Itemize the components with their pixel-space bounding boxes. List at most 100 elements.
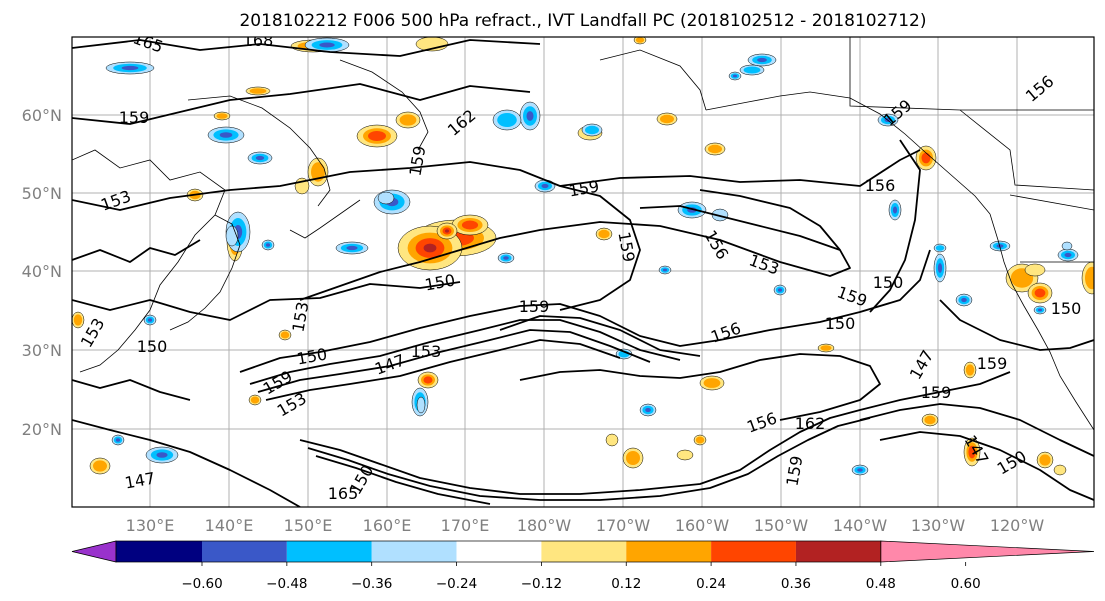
ivt-negative-patch [121,65,139,71]
ivt-positive-patch [249,88,267,94]
ivt-negative-patch [743,66,761,74]
coastline [959,109,1094,191]
colorbar-segment [795,541,881,562]
colorbar-tick-label: 0.36 [781,576,811,592]
ivt-positive-patch [598,229,610,239]
latitude-labels: 60°N 50°N 40°N 30°N 20°N [22,106,62,439]
contour-line [307,417,871,501]
coastline [289,199,361,239]
ivt-negative-patch [857,468,863,472]
colorbar-tick-label: 0.12 [611,576,641,592]
ivt-positive-patch [968,445,976,459]
contour-line [939,299,1094,351]
ivt-positive-patch [250,396,260,404]
ivt-positive-patch [921,152,931,164]
contour-line [257,329,651,393]
lon-label: 140°E [205,516,254,535]
lat-label: 60°N [22,106,62,125]
ivt-positive-patch [635,37,645,43]
contour-line [699,189,841,251]
contour-line [72,39,541,57]
coastline [339,59,429,151]
colorbar-tick-label: −0.48 [266,576,307,592]
lat-label: 30°N [22,341,62,360]
ivt-negative-patch [497,113,517,127]
ivt-positive-patch [280,331,290,339]
coastline [187,95,331,207]
ivt-positive-patch [445,229,449,233]
lon-label: 170°E [441,516,490,535]
lat-label: 20°N [22,420,62,439]
lon-label: 130°E [126,516,175,535]
colorbar-extend-high [880,540,1095,563]
ivt-positive-patch [1053,464,1067,476]
colorbar-segment [456,541,542,562]
refractivity-contours [72,39,1094,507]
colorbar-segment [371,541,457,562]
ivt-negative-patch [346,245,358,251]
contour-line [265,339,621,401]
ivt-negative-patch [541,183,549,189]
contour-line [315,455,491,505]
ivt-positive-patch [423,243,437,253]
ivt-positive-patch [368,131,386,141]
ivt-negative-patch [416,396,426,414]
ivt-negative-patch [1064,252,1072,258]
coastline [599,49,707,111]
ivt-negative-patch [732,74,738,78]
contour-label: 159 [921,383,952,402]
map-frame [71,36,1095,508]
ivt-positive-patch [676,449,694,461]
colorbar-tick-label: −0.24 [436,576,477,592]
contour-line [72,239,201,263]
lat-label: 50°N [22,184,62,203]
ivt-positive-patch [1039,454,1051,466]
contour-line [879,431,1094,501]
colorbar-tick-label: 0.60 [951,576,981,592]
ivt-negative-patch [503,256,509,260]
contour-line [72,149,921,211]
contour-label: 165 [328,484,359,503]
ivt-positive-patch [660,114,674,124]
ivt-negative-patch [961,297,967,303]
ivt-positive-patch [73,314,83,326]
contour-line [869,139,921,313]
contour-line [499,315,701,357]
figure-title: 2018102212 F006 500 hPa refract., IVT La… [239,11,926,31]
longitude-labels: 130°E 140°E 150°E 160°E 170°E 180°W 170°W 160°W… [126,516,1045,535]
lon-label: 130°W [911,516,966,535]
ivt-negative-patch [319,42,335,48]
ivt-negative-patch [115,438,121,442]
colorbar-segment [116,541,202,562]
ivt-negative-patch [265,243,271,247]
ivt-negative-patch [892,206,898,214]
contour-label: 156 [865,176,896,195]
contour-line [72,83,531,125]
ivt-positive-patch [93,460,107,472]
ivt-negative-patch [1061,241,1073,251]
ivt-negative-patch [645,407,651,413]
colorbar-segment [202,541,287,562]
ivt-shading [72,37,1094,476]
lon-label: 170°W [596,516,651,535]
ivt-negative-patch [757,57,767,63]
ivt-positive-patch [695,436,705,444]
coastline [989,213,1094,431]
ivt-negative-patch [935,245,945,251]
contour-label: 150 [873,273,904,292]
colorbar-tick-label: 0.48 [866,576,896,592]
colorbar-segment [286,541,372,562]
contour-label: 150 [1051,299,1082,318]
ivt-negative-patch [255,155,265,161]
ivt-positive-patch [216,113,228,119]
coastline [849,37,1094,111]
contour-line [72,419,301,507]
contour-label: 159 [977,354,1008,373]
lon-label: 150°E [284,516,333,535]
ivt-negative-patch [711,208,729,222]
ivt-negative-patch [662,268,668,272]
ivt-negative-patch [1037,308,1043,312]
lon-label: 120°W [990,516,1045,535]
graticule [72,37,1094,507]
